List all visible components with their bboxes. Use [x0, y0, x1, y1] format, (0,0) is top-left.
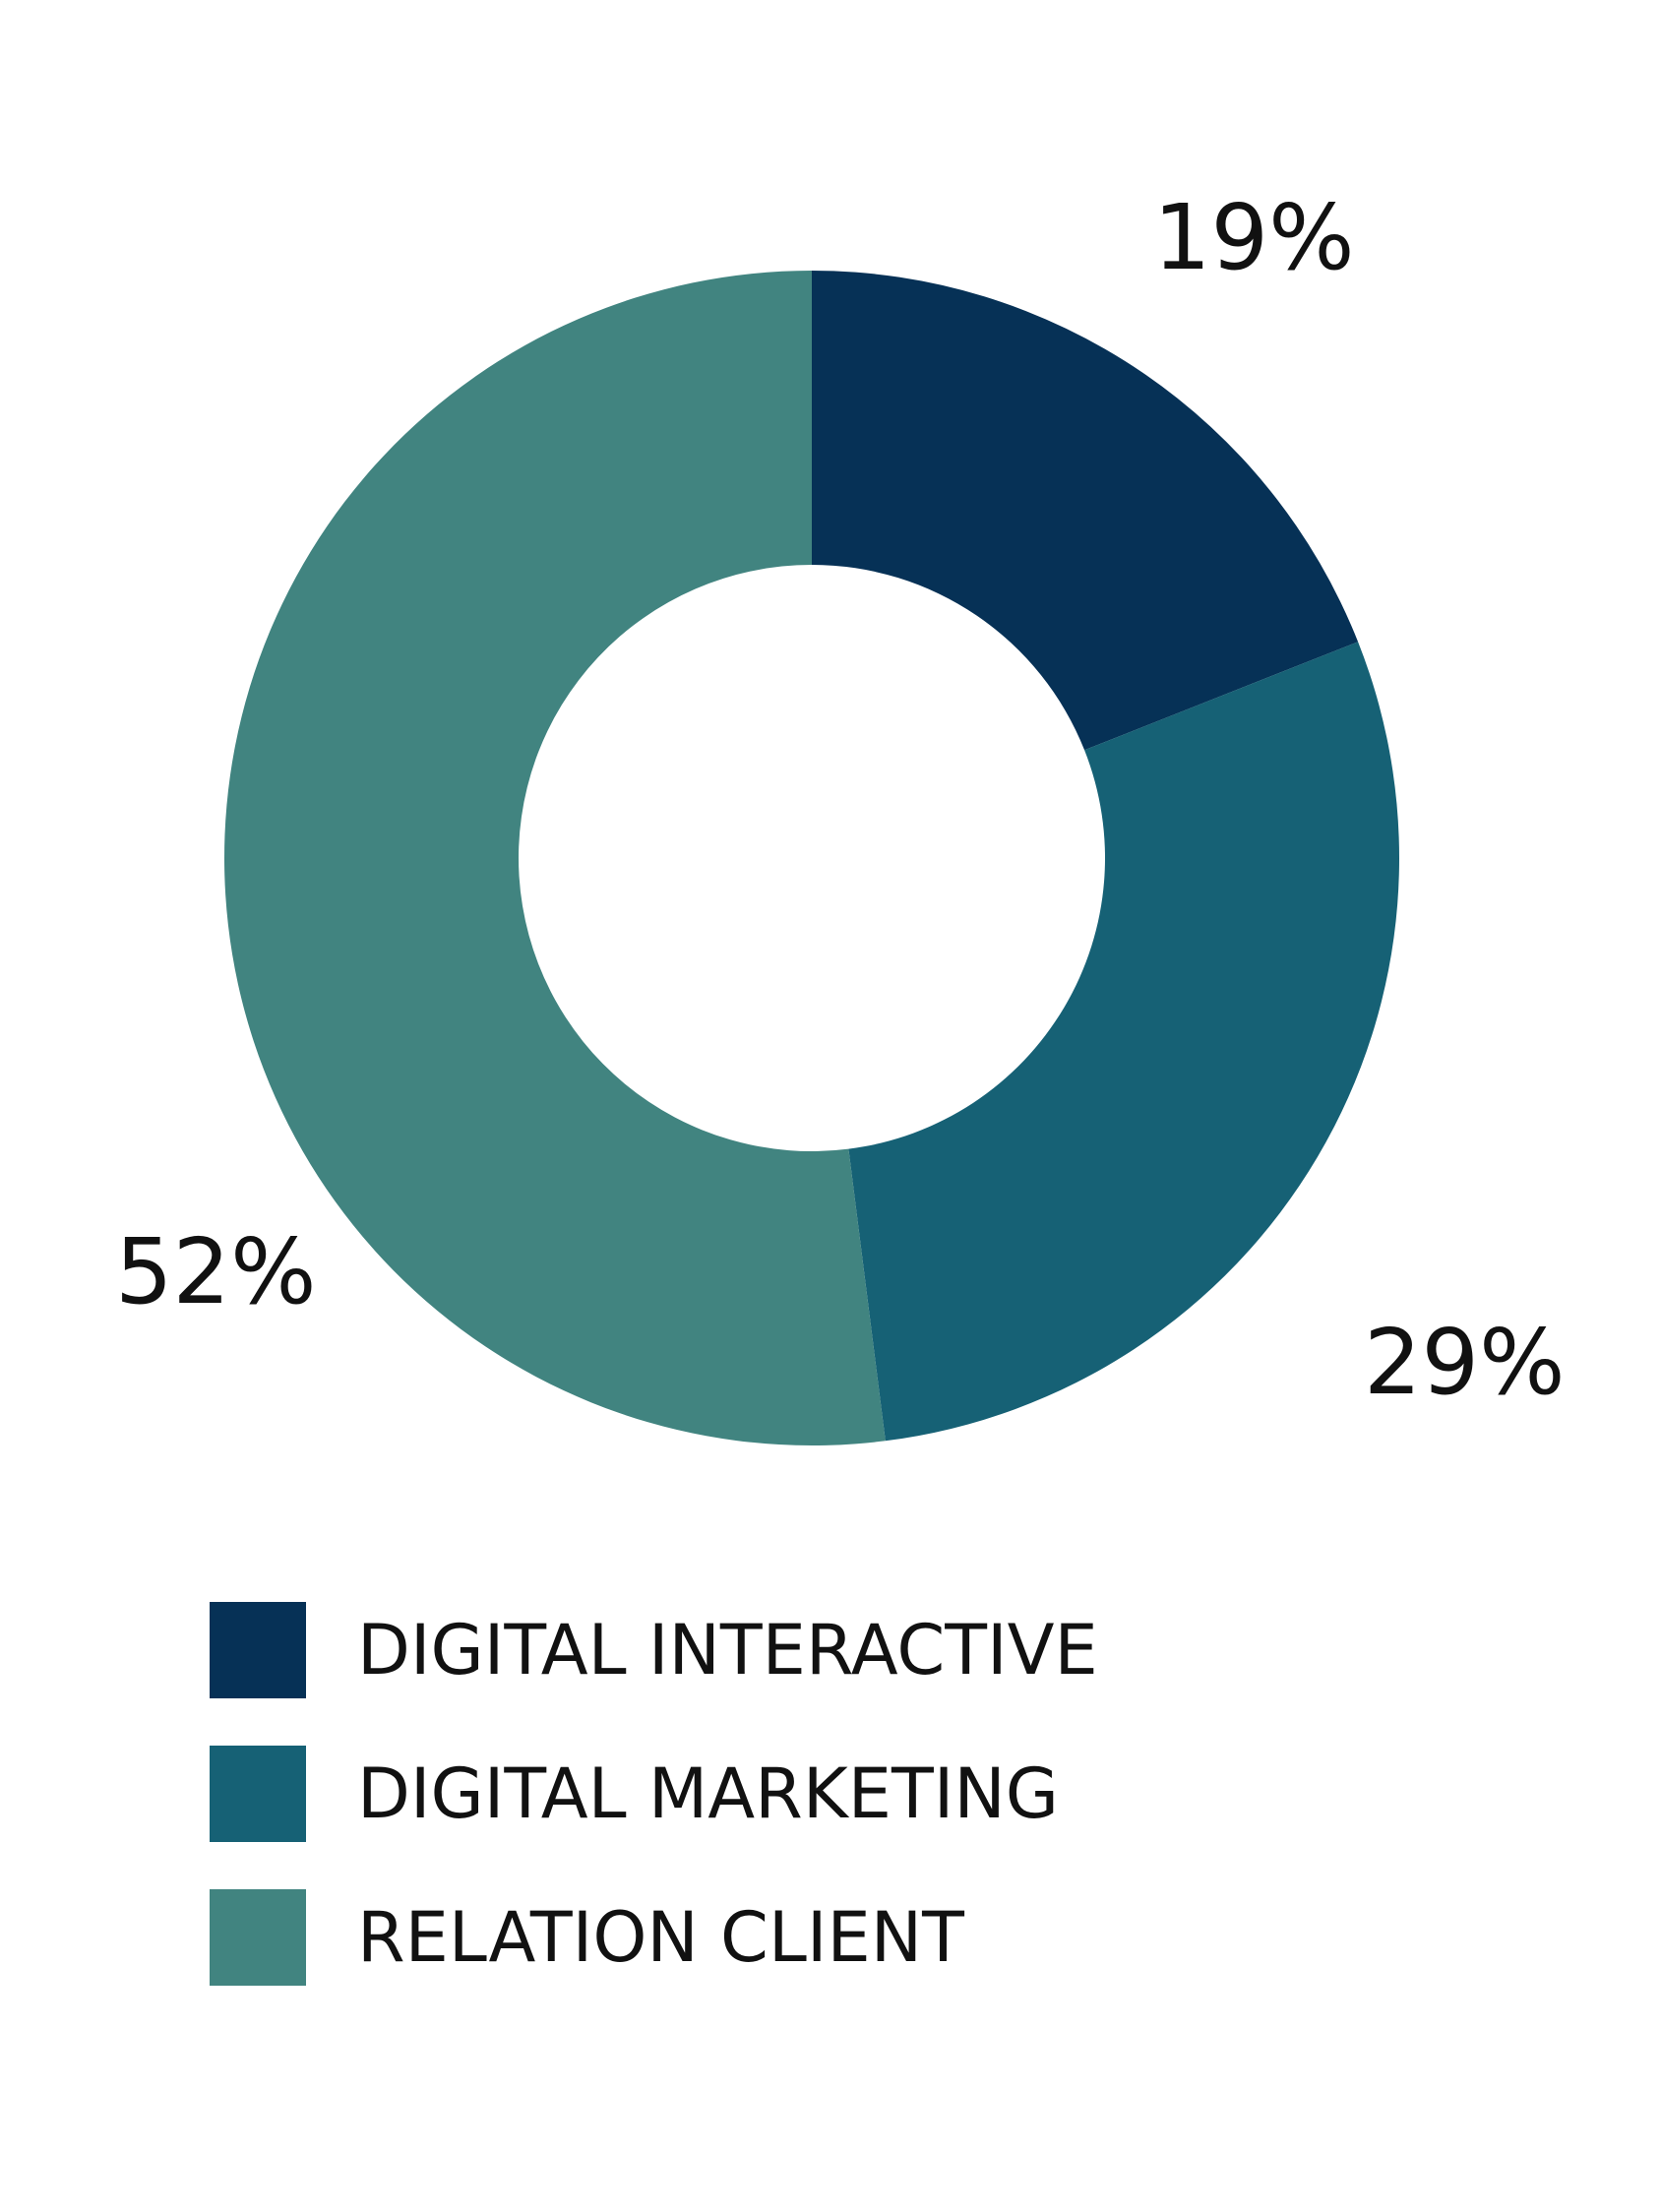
slice-digital-interactive — [812, 271, 1359, 751]
legend-item-digital-interactive: DIGITAL INTERACTIVE — [210, 1602, 1098, 1698]
donut-slices — [224, 271, 1399, 1445]
legend-label-digital-marketing: DIGITAL MARKETING — [357, 1753, 1059, 1834]
legend: DIGITAL INTERACTIVE DIGITAL MARKETING RE… — [210, 1602, 1098, 2033]
slice-label-relation-client: 52% — [115, 1219, 316, 1324]
slice-digital-marketing — [848, 642, 1399, 1442]
legend-swatch-digital-marketing — [210, 1746, 306, 1842]
slice-labels: 19% 29% 52% — [115, 185, 1565, 1415]
legend-swatch-relation-client — [210, 1889, 306, 1986]
slice-label-digital-marketing: 29% — [1364, 1310, 1565, 1415]
slice-label-digital-interactive: 19% — [1153, 185, 1354, 290]
slice-relation-client — [224, 271, 886, 1445]
legend-label-digital-interactive: DIGITAL INTERACTIVE — [357, 1610, 1098, 1690]
legend-item-digital-marketing: DIGITAL MARKETING — [210, 1746, 1098, 1842]
legend-item-relation-client: RELATION CLIENT — [210, 1889, 1098, 1986]
legend-label-relation-client: RELATION CLIENT — [357, 1897, 964, 1978]
legend-swatch-digital-interactive — [210, 1602, 306, 1698]
